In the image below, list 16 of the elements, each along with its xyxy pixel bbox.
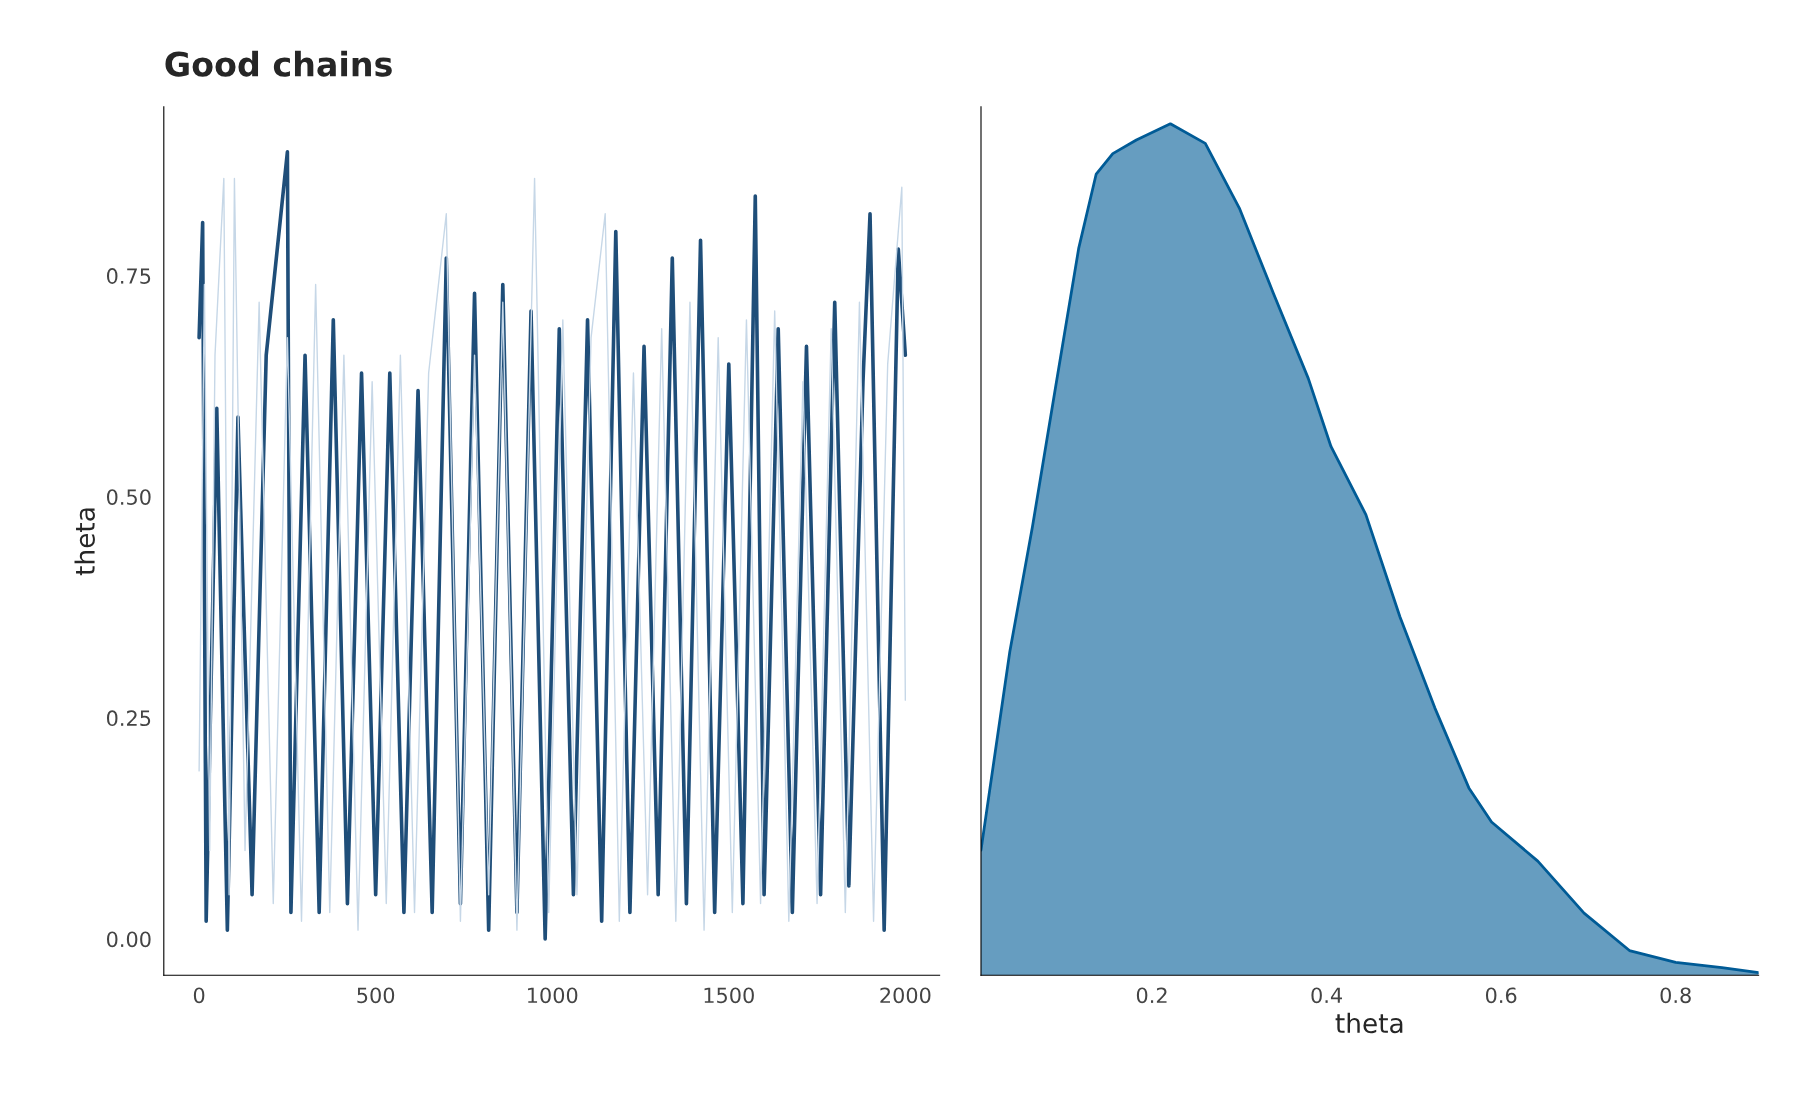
x-tick-label: 0.6	[1485, 987, 1517, 1004]
y-axis-title: theta	[74, 508, 95, 576]
x-tick-label: 0.8	[1660, 987, 1691, 1004]
x-axis-title: theta	[1335, 1012, 1403, 1034]
chart-title: Good chains	[165, 50, 392, 77]
x-tick-label: 2000	[880, 987, 931, 1004]
y-tick-label: 0.25	[106, 710, 151, 727]
x-tick-label: 1000	[528, 987, 578, 1004]
y-tick-label: 0.00	[106, 931, 151, 948]
x-tick-label: 1500	[704, 987, 754, 1004]
x-tick-label: 0	[193, 987, 205, 1004]
x-tick-label: 0.4	[1311, 987, 1342, 1004]
y-tick-label: 0.75	[106, 268, 151, 284]
x-tick-label: 500	[357, 987, 395, 1004]
x-tick-label: 0.2	[1136, 987, 1167, 1004]
y-tick-label: 0.50	[106, 489, 151, 505]
